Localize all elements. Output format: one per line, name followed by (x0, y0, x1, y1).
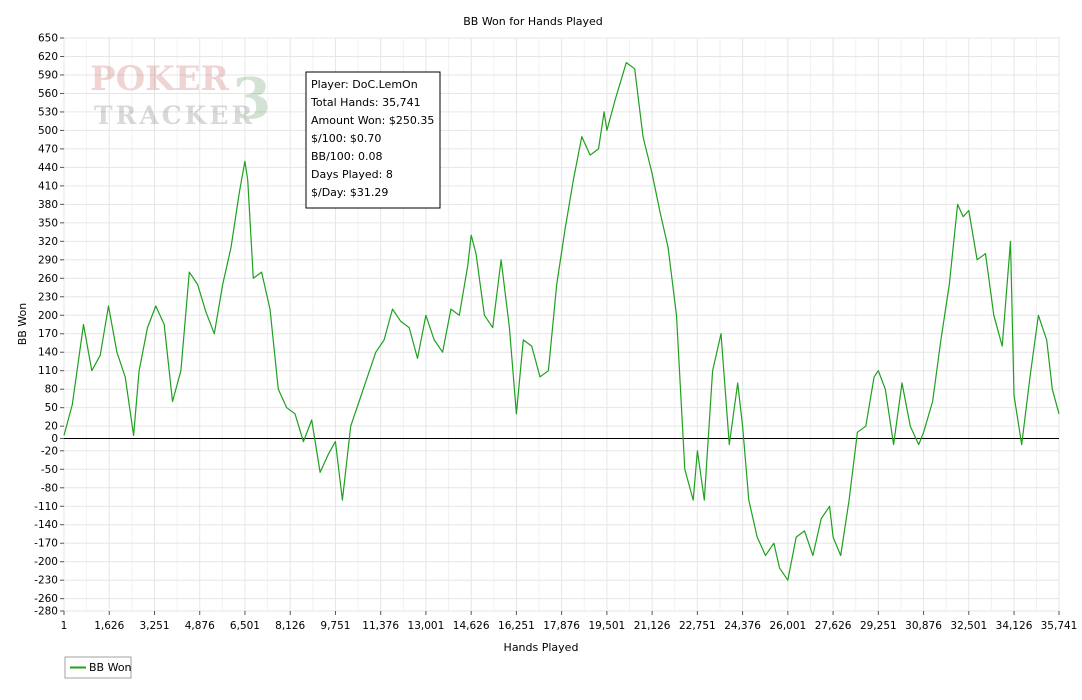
x-tick-label: 29,251 (860, 620, 897, 632)
y-tick-label: -50 (41, 464, 58, 476)
x-tick-label: 3,251 (139, 620, 169, 632)
x-tick-label: 26,001 (769, 620, 806, 632)
y-tick-label: -20 (41, 445, 58, 457)
stat-dollars-per-100: $/100: $0.70 (311, 132, 381, 145)
y-tick-label: 230 (38, 291, 58, 303)
legend: BB Won (64, 656, 132, 679)
y-tick-label: 500 (38, 125, 58, 137)
x-tick-label: 21,126 (634, 620, 671, 632)
x-tick-label: 30,876 (905, 620, 942, 632)
y-tick-label: 50 (45, 402, 58, 414)
stats-box-frame (305, 71, 441, 209)
x-tick-label: 27,626 (815, 620, 852, 632)
x-tick-label: 35,741 (1041, 620, 1078, 632)
y-tick-label: -280 (34, 606, 58, 618)
x-tick-label: 19,501 (589, 620, 626, 632)
poker-tracker-watermark: POKER 3 TRACKER (90, 59, 271, 132)
y-tick-label: -110 (34, 501, 58, 513)
watermark-poker: POKER (90, 59, 230, 99)
x-tick-label: 8,126 (275, 620, 305, 632)
x-tick-label: 14,626 (453, 620, 490, 632)
y-tick-label: 620 (38, 51, 58, 63)
y-tick-label: 470 (38, 143, 58, 155)
stat-dollars-per-day: $/Day: $31.29 (311, 186, 388, 199)
watermark-digit: 3 (232, 66, 271, 132)
x-tick-label: 1 (61, 620, 68, 632)
x-tick-label: 16,251 (498, 620, 535, 632)
y-tick-label: 380 (38, 199, 58, 211)
stat-days-played: Days Played: 8 (311, 168, 393, 181)
watermark-tracker: TRACKER (94, 101, 255, 130)
series-line-bb-won (63, 61, 1060, 581)
x-tick-label: 34,126 (996, 620, 1033, 632)
y-tick-label: 110 (38, 365, 58, 377)
stat-total-hands: Total Hands: 35,741 (310, 96, 421, 109)
y-tick-label: 320 (38, 236, 58, 248)
y-tick-label: 20 (45, 421, 58, 433)
x-tick-label: 17,876 (543, 620, 580, 632)
y-tick-label: 590 (38, 69, 58, 81)
y-tick-label: -230 (34, 575, 58, 587)
stat-amount-won: Amount Won: $250.35 (311, 114, 434, 127)
y-tick-label: 200 (38, 310, 58, 322)
series-layer (63, 61, 1060, 581)
y-tick-label: 530 (38, 106, 58, 118)
y-axis-ticks: 6506205905605305004704404103803503202902… (34, 33, 64, 618)
x-axis-ticks: 1 1,626 3,251 4,876 6,501 8,126 9,751 11,376 13,… (61, 611, 1078, 632)
y-tick-label: 0 (51, 433, 58, 445)
y-tick-label: 560 (38, 88, 58, 100)
x-tick-label: 11,376 (362, 620, 399, 632)
x-tick-label: 22,751 (679, 620, 716, 632)
x-tick-label: 24,376 (724, 620, 761, 632)
legend-frame (64, 656, 132, 679)
stat-bb-per-100: BB/100: 0.08 (311, 150, 383, 163)
y-axis-title: BB Won (16, 303, 29, 346)
y-tick-label: 260 (38, 273, 58, 285)
y-tick-label: -80 (41, 482, 58, 494)
y-tick-label: -200 (34, 556, 58, 568)
y-tick-label: -140 (34, 519, 58, 531)
x-tick-label: 13,001 (408, 620, 445, 632)
y-tick-label: 170 (38, 328, 58, 340)
y-tick-label: 350 (38, 217, 58, 229)
y-tick-label: 440 (38, 162, 58, 174)
stats-box: Player: DoC.LemOn Total Hands: 35,741 Am… (305, 71, 441, 209)
x-tick-label: 6,501 (230, 620, 260, 632)
x-tick-label: 9,751 (320, 620, 350, 632)
x-tick-label: 4,876 (185, 620, 215, 632)
legend-label-bb-won: BB Won (89, 661, 132, 674)
x-axis-title: Hands Played (504, 641, 579, 654)
stat-player: Player: DoC.LemOn (311, 78, 418, 91)
y-tick-label: -170 (34, 538, 58, 550)
y-tick-label: 290 (38, 254, 58, 266)
y-tick-label: 80 (45, 384, 58, 396)
chart-title: BB Won for Hands Played (463, 15, 603, 28)
x-tick-label: 1,626 (94, 620, 124, 632)
y-tick-label: 650 (38, 33, 58, 45)
y-tick-label: 140 (38, 347, 58, 359)
y-tick-label: 410 (38, 180, 58, 192)
grid (63, 37, 1060, 612)
y-tick-label: -260 (34, 593, 58, 605)
x-tick-label: 32,501 (950, 620, 987, 632)
